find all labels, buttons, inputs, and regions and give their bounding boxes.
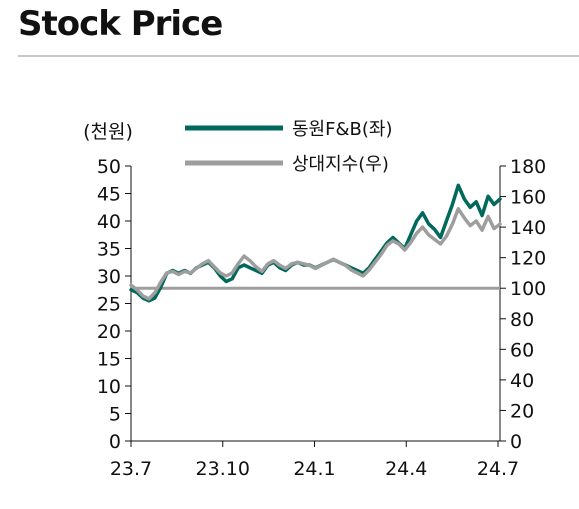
right-y-tick-label: 20 [510, 400, 534, 422]
right-y-tick-label: 140 [510, 217, 546, 239]
right-y-tick-label: 0 [510, 431, 522, 453]
left-y-tick-label: 15 [97, 349, 121, 371]
title-divider [18, 55, 579, 57]
left-y-tick-label: 30 [97, 266, 121, 288]
x-tick-label: 23.10 [196, 458, 250, 480]
x-tick-label: 24.4 [385, 458, 427, 480]
left-y-tick-label: 35 [97, 239, 121, 261]
left-y-tick-label: 10 [97, 376, 121, 398]
right-y-tick-label: 60 [510, 339, 534, 361]
left-y-tick-label: 5 [109, 404, 121, 426]
legend-label-relative-index: 상대지수(우) [292, 154, 389, 175]
left-y-tick-label: 25 [97, 294, 121, 316]
left-axis-unit-label: (천원) [83, 121, 133, 143]
right-y-tick-label: 40 [510, 370, 534, 392]
x-tick-label: 23.7 [110, 458, 152, 480]
left-y-tick-label: 50 [97, 156, 121, 178]
series-line-dongwon-fb [129, 183, 502, 303]
page-title: Stock Price [18, 4, 223, 44]
series-line-relative-index [129, 207, 502, 301]
left-y-tick-label: 0 [109, 431, 121, 453]
left-y-tick-label: 45 [97, 184, 121, 206]
x-tick-label: 24.1 [293, 458, 335, 480]
left-y-tick-label: 40 [97, 211, 121, 233]
left-y-tick-label: 20 [97, 321, 121, 343]
right-y-tick-label: 80 [510, 309, 534, 331]
right-y-tick-label: 100 [510, 278, 546, 300]
x-tick-label: 24.7 [477, 458, 519, 480]
right-y-tick-label: 120 [510, 248, 546, 270]
legend-label-dongwon-fb: 동원F&B(좌) [292, 119, 392, 140]
right-y-tick-label: 160 [510, 187, 546, 209]
right-y-tick-label: 180 [510, 156, 546, 178]
